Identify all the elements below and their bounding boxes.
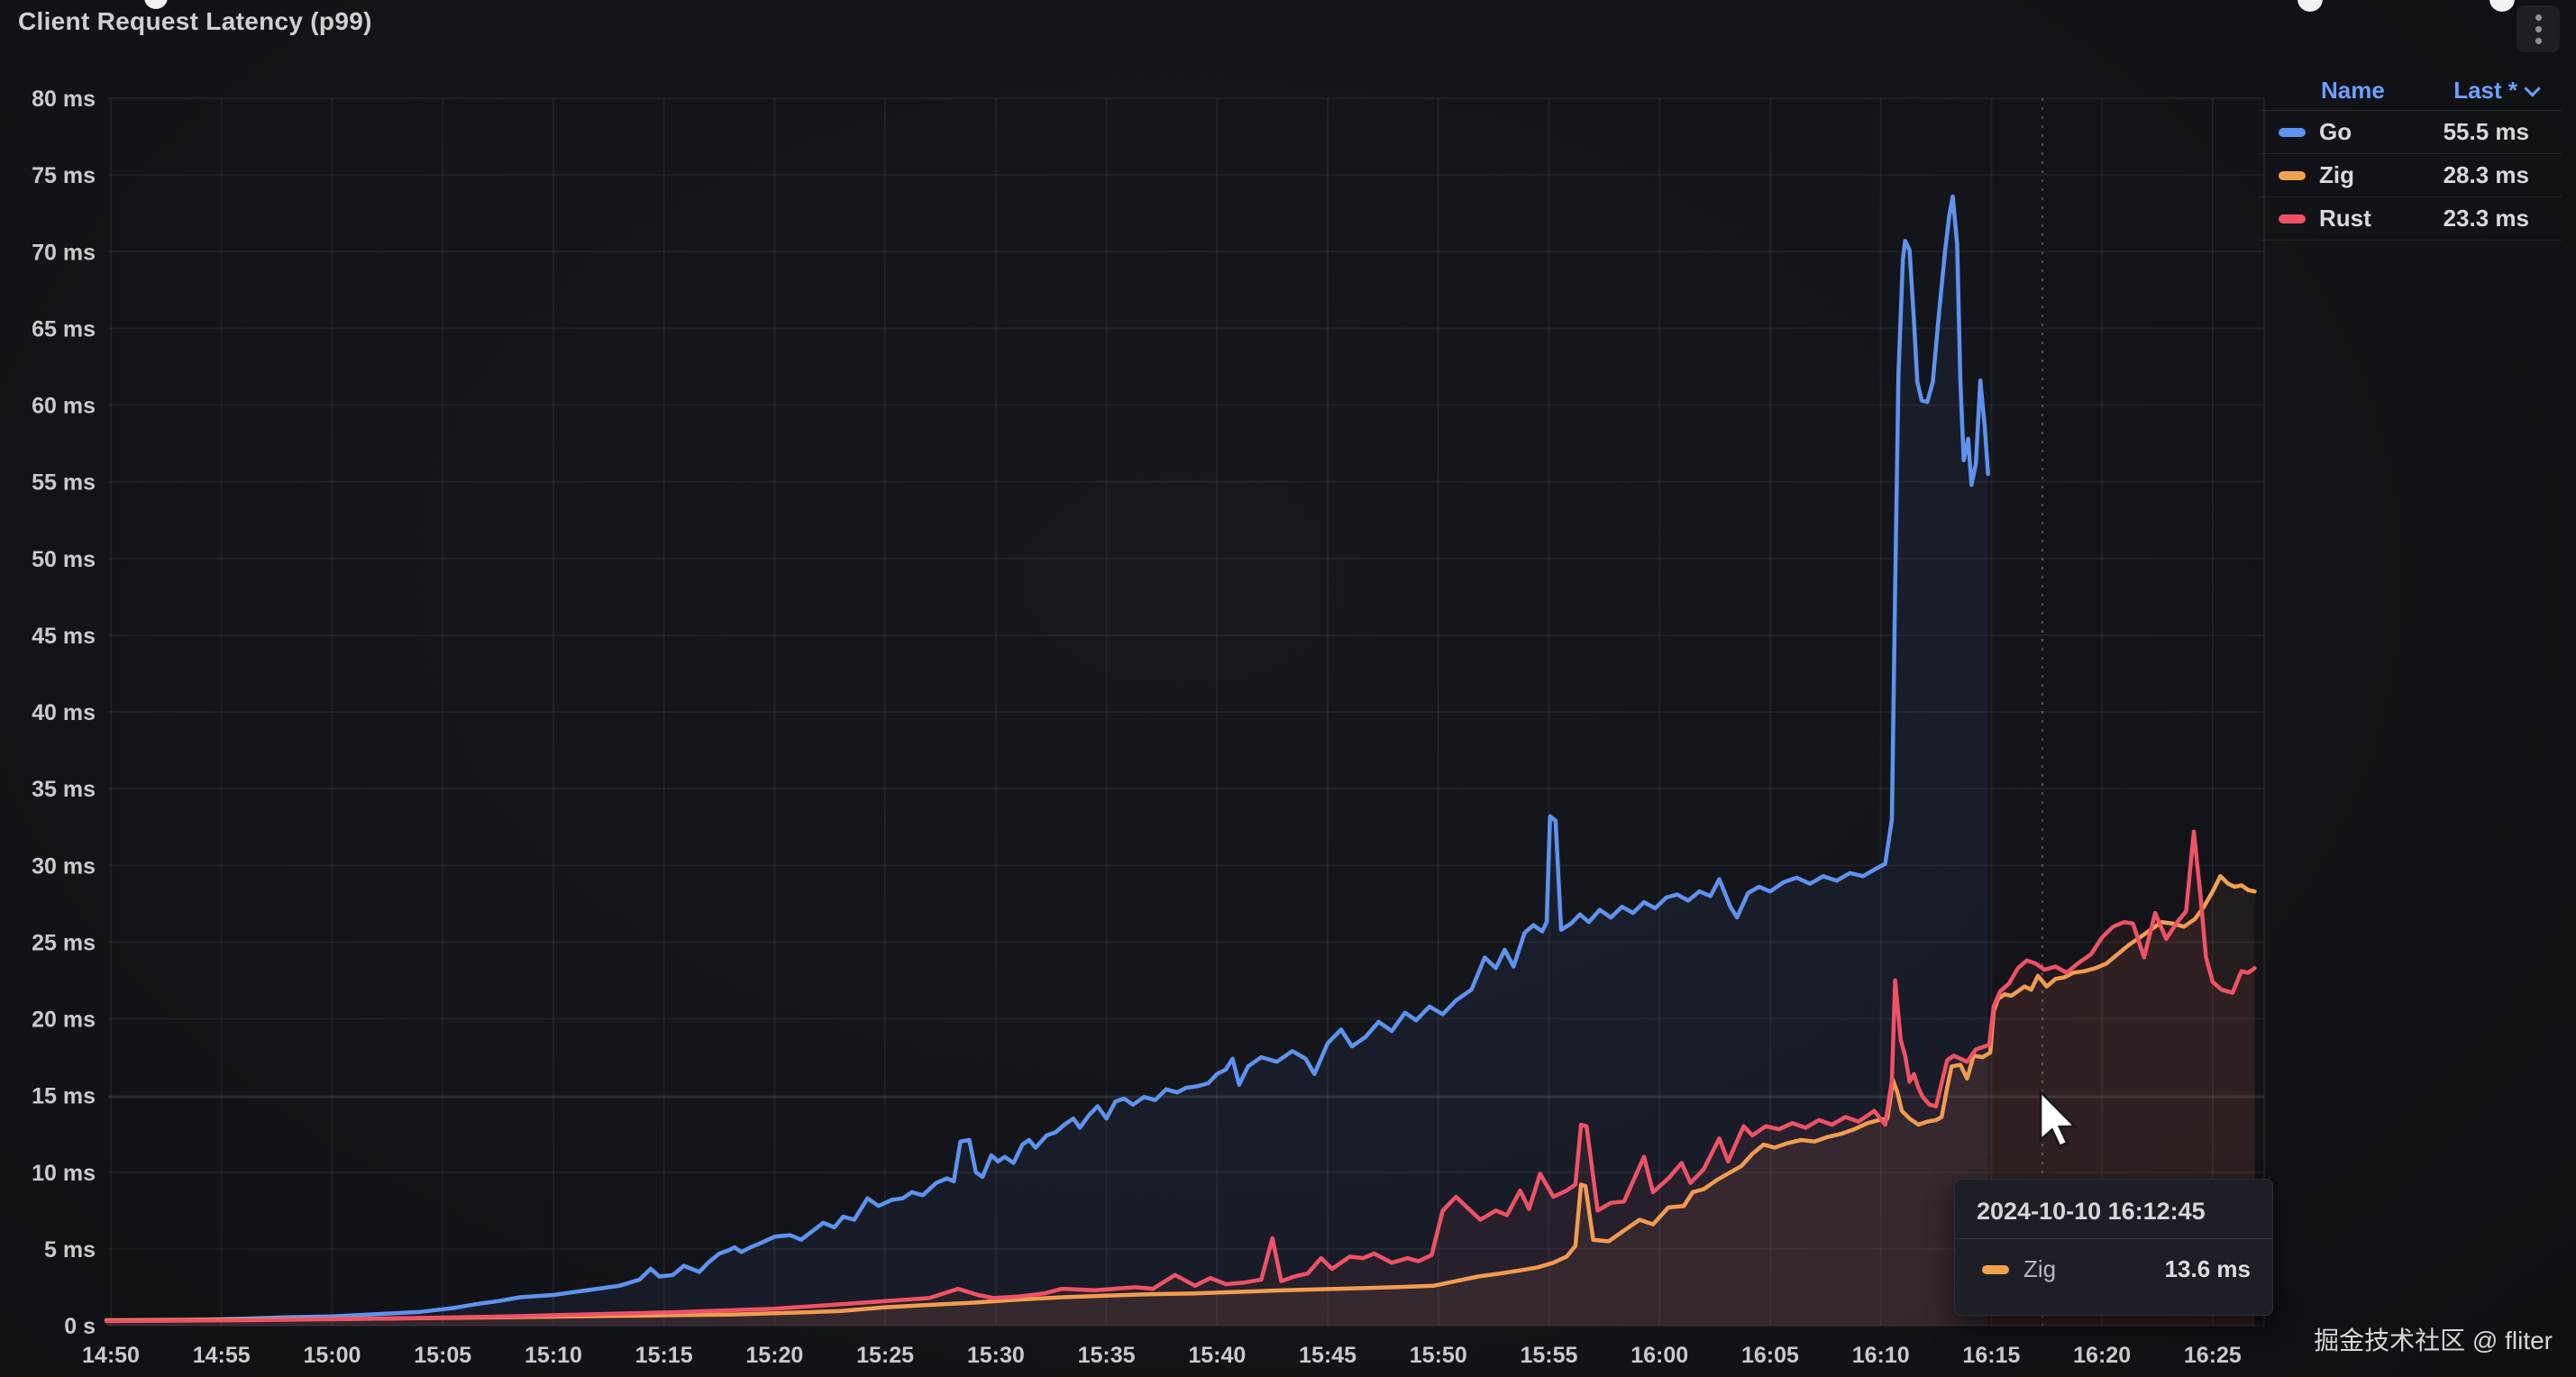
x-axis-label: 16:15: [1962, 1343, 2020, 1368]
tooltip-series-value: 13.6 ms: [2164, 1255, 2251, 1282]
tooltip-timestamp: 2024-10-10 16:12:45: [1955, 1180, 2272, 1239]
y-axis-label: 55 ms: [32, 470, 96, 496]
kebab-dot-icon: [2535, 14, 2542, 21]
series-line-rust[interactable]: [104, 829, 2257, 1324]
x-axis-label: 15:05: [414, 1343, 471, 1368]
series-area-go: [106, 196, 1988, 1326]
x-axis-label: 15:25: [856, 1343, 914, 1368]
x-axis-label: 16:20: [2073, 1343, 2131, 1368]
y-axis-label: 50 ms: [32, 547, 96, 572]
x-axis-label: 15:55: [1521, 1343, 1578, 1368]
x-axis-label: 14:50: [82, 1343, 140, 1368]
y-axis-label: 15 ms: [32, 1084, 96, 1109]
y-axis-label: 60 ms: [32, 394, 96, 419]
axis-labels: 80 ms 75 ms 70 ms 65 ms 60 ms 55 ms 50 ms 45 ms…: [32, 87, 2242, 1368]
legend-series-name: Go: [2319, 118, 2352, 145]
legend-last-header[interactable]: Last *: [2453, 77, 2541, 105]
kebab-dot-icon: [2535, 25, 2542, 32]
legend-series-last-value: 28.3 ms: [2443, 161, 2529, 188]
y-axis-label: 65 ms: [32, 316, 96, 342]
legend-series-name: Rust: [2319, 205, 2371, 232]
series-color-pill: [2279, 127, 2306, 137]
y-axis-label: 75 ms: [32, 163, 96, 188]
sort-chevron-down-icon: [2524, 79, 2541, 97]
tooltip-series-name: Zig: [2023, 1255, 2057, 1282]
x-axis-label: 15:50: [1410, 1343, 1467, 1368]
series-color-pill: [2279, 214, 2306, 223]
y-axis-label: 5 ms: [44, 1237, 96, 1263]
legend-row-rust[interactable]: Rust 23.3 ms: [2259, 197, 2562, 241]
mouse-cursor-icon: [2039, 1090, 2078, 1148]
y-axis-label: 40 ms: [32, 700, 96, 725]
legend-row-go[interactable]: Go 55.5 ms: [2259, 111, 2562, 154]
y-axis-label: 25 ms: [32, 930, 96, 955]
y-axis-label: 80 ms: [32, 87, 96, 112]
series-line-go[interactable]: [104, 194, 1990, 1324]
overlay-circle-icon: [2489, 0, 2515, 12]
legend-name-header[interactable]: Name: [2321, 76, 2385, 104]
series-area-zig: [106, 876, 2255, 1326]
x-axis-label: 16:05: [1741, 1343, 1799, 1368]
tooltip-series-row: Zig 13.6 ms: [1955, 1239, 2272, 1283]
x-axis-label: 15:20: [745, 1343, 803, 1368]
panel-title: Client Request Latency (p99): [18, 7, 372, 35]
series-line-zig[interactable]: [104, 873, 2257, 1323]
legend-series-name: Zig: [2319, 161, 2354, 188]
x-axis-label: 14:55: [193, 1343, 251, 1368]
legend-header: Name Last *: [2259, 70, 2562, 111]
y-axis-label: 20 ms: [32, 1008, 96, 1033]
kebab-dot-icon: [2535, 37, 2542, 44]
x-axis-label: 15:15: [635, 1343, 693, 1368]
x-axis-label: 15:30: [967, 1343, 1025, 1368]
hover-tooltip: 2024-10-10 16:12:45 Zig 13.6 ms: [1954, 1179, 2273, 1316]
y-axis-label: 70 ms: [32, 240, 96, 265]
watermark-text: 掘金技术社区 @ fliter: [2314, 1327, 2553, 1354]
legend-row-zig[interactable]: Zig 28.3 ms: [2259, 154, 2562, 197]
panel-menu-button[interactable]: [2517, 5, 2560, 52]
x-axis-label: 15:10: [525, 1343, 582, 1368]
series-color-pill: [2279, 170, 2306, 180]
legend-series-last-value: 55.5 ms: [2443, 118, 2529, 145]
x-axis-label: 16:25: [2184, 1343, 2242, 1368]
gridlines: [108, 97, 2265, 1327]
x-axis-label: 16:00: [1631, 1343, 1688, 1368]
overlay-circle-icon: [2297, 0, 2323, 12]
legend-series-last-value: 23.3 ms: [2443, 205, 2529, 232]
x-axis-label: 16:10: [1852, 1343, 1910, 1368]
x-axis-label: 15:45: [1299, 1343, 1357, 1368]
series-color-pill: [1982, 1264, 2009, 1274]
x-axis-label: 15:40: [1188, 1343, 1246, 1368]
x-axis-label: 15:35: [1078, 1343, 1136, 1368]
y-axis-label: 45 ms: [32, 624, 96, 649]
x-axis-label: 15:00: [303, 1343, 361, 1368]
y-axis-label: 0 s: [64, 1314, 96, 1339]
overlay-circle-icon: [144, 0, 168, 9]
y-axis-label: 30 ms: [32, 853, 96, 879]
series-area-rust: [106, 831, 2255, 1326]
legend-table: Name Last * Go 55.5 ms Zig 28.3 ms Rust 23.3 …: [2259, 70, 2562, 241]
y-axis-label: 35 ms: [32, 777, 96, 802]
y-axis-label: 10 ms: [32, 1161, 96, 1186]
